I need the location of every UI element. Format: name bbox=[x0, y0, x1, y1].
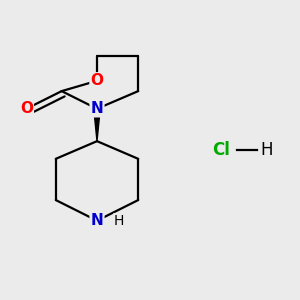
Text: H: H bbox=[114, 214, 124, 228]
Text: O: O bbox=[20, 101, 33, 116]
Text: O: O bbox=[91, 73, 103, 88]
Text: H: H bbox=[260, 141, 273, 159]
Polygon shape bbox=[94, 109, 100, 141]
Text: N: N bbox=[91, 101, 103, 116]
Text: Cl: Cl bbox=[212, 141, 230, 159]
Text: N: N bbox=[91, 213, 103, 228]
